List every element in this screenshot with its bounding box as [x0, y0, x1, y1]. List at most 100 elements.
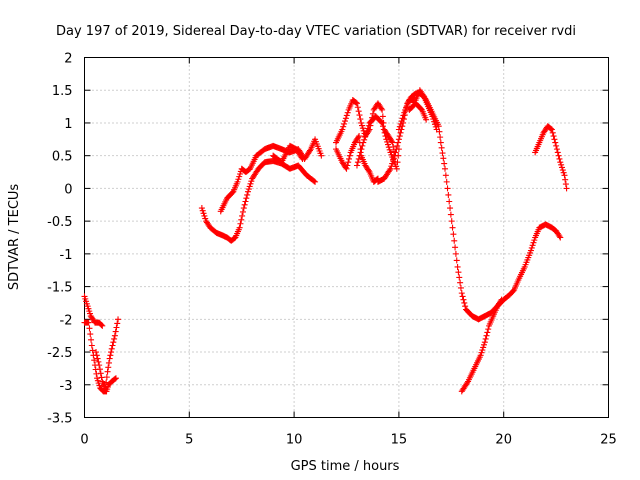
- data-point: [527, 247, 534, 254]
- data-point: [199, 207, 206, 214]
- data-point: [436, 128, 443, 135]
- data-point: [389, 160, 396, 167]
- x-axis-label: GPS time / hours: [291, 459, 400, 474]
- data-point: [444, 185, 451, 192]
- data-point: [457, 279, 464, 286]
- data-point: [550, 133, 557, 140]
- data-point: [563, 185, 570, 192]
- data-point: [365, 167, 372, 174]
- data-point: [356, 112, 363, 119]
- data-point: [247, 180, 254, 187]
- data-point: [390, 155, 397, 162]
- data-point: [94, 355, 101, 362]
- data-point: [359, 122, 366, 129]
- data-point: [114, 320, 121, 327]
- data-point: [112, 375, 119, 382]
- data-point: [111, 332, 118, 339]
- data-point: [365, 122, 372, 129]
- data-point: [386, 167, 393, 174]
- data-point: [105, 364, 112, 371]
- data-point: [445, 191, 452, 198]
- data-point: [451, 237, 458, 244]
- data-point: [200, 210, 207, 217]
- data-point: [437, 139, 444, 146]
- data-point: [452, 250, 459, 257]
- data-point: [385, 144, 392, 151]
- data-point: [112, 375, 119, 382]
- data-point: [113, 324, 120, 331]
- data-point: [393, 165, 400, 172]
- data-point: [387, 165, 394, 172]
- data-point: [397, 129, 404, 136]
- data-point: [96, 362, 103, 369]
- data-point: [394, 159, 401, 166]
- data-point: [298, 154, 305, 161]
- data-point: [440, 155, 447, 162]
- y-tick-labels: -3.5 -3 -2.5 -2 -1.5 -1 -0.5 0 0.5 1 1.5 2: [47, 52, 72, 427]
- y-tick-label: 1.5: [52, 84, 73, 99]
- y-tick-label: -2.5: [47, 346, 72, 361]
- data-point: [548, 126, 555, 133]
- data-point: [342, 115, 349, 122]
- data-point: [449, 224, 456, 231]
- data-point: [452, 244, 459, 251]
- data-point: [95, 358, 102, 365]
- data-point: [388, 163, 395, 170]
- axis-ticks: [84, 57, 609, 418]
- data-point: [340, 123, 347, 130]
- data-point: [399, 115, 406, 122]
- data-point: [386, 146, 393, 153]
- data-point: [396, 123, 403, 130]
- data-point: [422, 95, 429, 102]
- data-point: [360, 139, 367, 146]
- data-point: [238, 216, 245, 223]
- data-point: [461, 299, 468, 306]
- data-point: [382, 133, 389, 140]
- data-point: [453, 257, 460, 264]
- data-point: [318, 152, 325, 159]
- data-point: [353, 99, 360, 106]
- data-point: [111, 335, 118, 342]
- data-point: [346, 155, 353, 162]
- data-point: [556, 155, 563, 162]
- data-point: [455, 269, 462, 276]
- data-point: [299, 155, 306, 162]
- y-tick-label: -3: [60, 379, 73, 394]
- data-point: [112, 328, 119, 335]
- data-point: [239, 212, 246, 219]
- data-point: [362, 131, 369, 138]
- data-point: [557, 159, 564, 166]
- data-point: [443, 178, 450, 185]
- data-point: [344, 109, 351, 116]
- data-point: [202, 215, 209, 222]
- data-point: [103, 374, 110, 381]
- data-point: [462, 303, 469, 310]
- data-point: [555, 152, 562, 159]
- data-point: [342, 118, 349, 125]
- data-point: [457, 284, 464, 291]
- data-point: [343, 165, 350, 172]
- y-tick-label: 0.5: [52, 150, 73, 165]
- data-point: [248, 178, 255, 185]
- data-point: [89, 347, 96, 354]
- data-point: [86, 325, 93, 332]
- data-point: [246, 183, 253, 190]
- data-point: [85, 319, 92, 326]
- data-point: [244, 188, 251, 195]
- data-point: [343, 112, 350, 119]
- data-point: [379, 113, 386, 120]
- data-point: [484, 329, 491, 336]
- data-point: [481, 339, 488, 346]
- data-point: [234, 178, 241, 185]
- data-point: [364, 125, 371, 132]
- data-point: [345, 159, 352, 166]
- y-axis-label: SDTVAR / TECUs: [7, 184, 22, 291]
- data-point: [548, 125, 555, 132]
- data-point: [97, 370, 104, 377]
- data-point: [477, 352, 484, 359]
- data-point: [239, 208, 246, 215]
- data-point: [392, 149, 399, 156]
- data-point: [480, 341, 487, 348]
- data-point: [390, 157, 397, 164]
- data-point: [356, 152, 363, 159]
